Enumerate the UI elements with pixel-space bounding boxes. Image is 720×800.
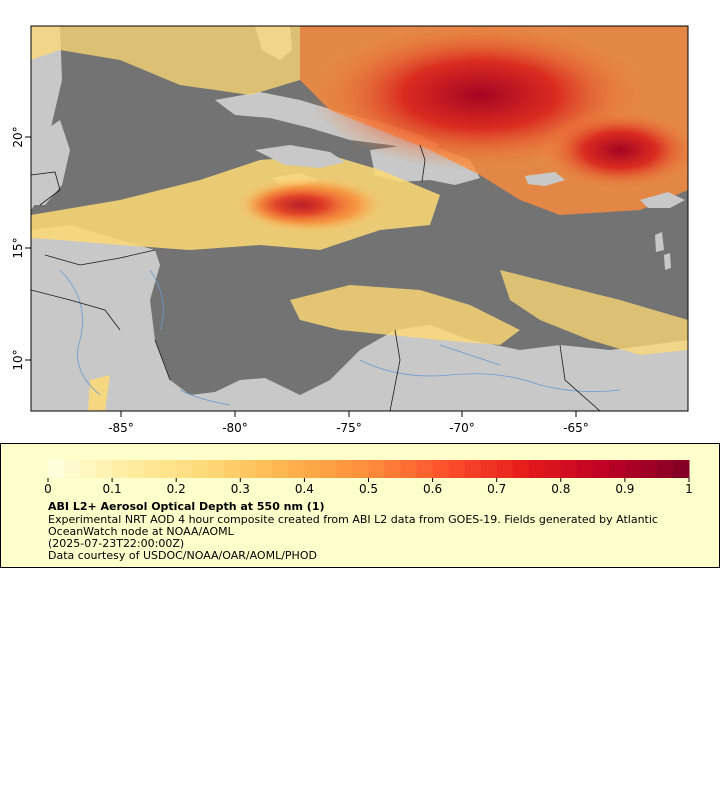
colorbar-cell <box>240 460 257 478</box>
colorbar-cell <box>288 460 305 478</box>
colorbar-tick-label: 0.8 <box>551 482 571 496</box>
colorbar-cell <box>544 460 562 478</box>
colorbar-cell <box>192 460 209 478</box>
colorbar-cell <box>384 460 402 478</box>
land-central-america <box>31 26 688 411</box>
colorbar-tick-label: 0.2 <box>166 482 186 496</box>
colorbar-cell <box>272 460 289 478</box>
colorbar-cell <box>432 460 450 478</box>
colorbar-cell <box>576 460 594 478</box>
colorbar-cell <box>400 460 418 478</box>
y-tick-label: 20° <box>11 126 25 147</box>
colorbar-cell <box>48 460 65 478</box>
country-borders <box>31 144 601 411</box>
colorbar-tick-label: 1 <box>685 482 693 496</box>
colorbar-cell <box>672 460 690 478</box>
legend-panel: 0 0.1 0.2 0.3 0.4 0.5 0.6 0.7 0.8 0.9 1 ABI L2+ Ae… <box>0 443 720 568</box>
colorbar-cell <box>560 460 578 478</box>
colorbar-tick-label: 0.6 <box>423 482 443 496</box>
colorbar-cell <box>592 460 610 478</box>
colorbar-cell <box>320 460 337 478</box>
aod-overlay <box>31 26 688 411</box>
colorbar-cell <box>112 460 129 478</box>
x-tick-label: -85° <box>108 421 134 435</box>
colorbar-cell <box>448 460 466 478</box>
colorbar-cell <box>336 460 353 478</box>
colorbar-cell <box>144 460 161 478</box>
x-axis <box>120 411 577 417</box>
colorbar <box>47 460 690 482</box>
colorbar-tick-label: 0.9 <box>615 482 635 496</box>
colorbar-cell <box>256 460 273 478</box>
colorbar-cell <box>480 460 498 478</box>
colorbar-tick-label: 0.5 <box>358 482 379 496</box>
rivers <box>59 269 621 406</box>
legend-description: Experimental NRT AOD 4 hour composite cr… <box>48 513 658 538</box>
colorbar-cell <box>176 460 193 478</box>
islands <box>255 145 685 388</box>
legend-timestamp: (2025-07-23T22:00:00Z) <box>48 537 185 550</box>
colorbar-tick-label: 0.3 <box>230 482 250 496</box>
colorbar-cell <box>304 460 321 478</box>
colorbar-cell <box>208 460 225 478</box>
colorbar-tick-label: 0.1 <box>102 482 122 496</box>
x-tick-label: -65° <box>563 421 589 435</box>
legend-title: ABI L2+ Aerosol Optical Depth at 550 nm … <box>48 500 325 513</box>
colorbar-tick-label: 0 <box>44 482 52 496</box>
x-tick-label: -70° <box>449 421 475 435</box>
plot-frame <box>30 25 689 412</box>
legend-credit: Data courtesy of USDOC/NOAA/OAR/AOML/PHO… <box>48 549 317 562</box>
colorbar-cell <box>528 460 546 478</box>
colorbar-cell <box>416 460 434 478</box>
y-tick-label: 10° <box>11 349 25 370</box>
colorbar-cell <box>224 460 241 478</box>
colorbar-cell <box>512 460 530 478</box>
x-tick-label: -75° <box>336 421 362 435</box>
colorbar-cell <box>608 460 626 478</box>
map-figure: -85° -80° -75° -70° -65° 10° 15° 20° <box>11 25 689 435</box>
y-axis <box>25 136 31 361</box>
colorbar-cell <box>368 460 386 478</box>
y-tick-label: 15° <box>11 237 25 258</box>
colorbar-cell <box>656 460 674 478</box>
colorbar-cell <box>160 460 177 478</box>
colorbar-cell <box>640 460 658 478</box>
colorbar-cell <box>128 460 145 478</box>
colorbar-cell <box>96 460 113 478</box>
colorbar-tick-label: 0.4 <box>294 482 314 496</box>
colorbar-cell <box>496 460 514 478</box>
colorbar-cell <box>624 460 642 478</box>
land-yucatan <box>31 120 70 205</box>
colorbar-tick-label: 0.7 <box>487 482 507 496</box>
colorbar-cell <box>80 460 97 478</box>
colorbar-cell <box>64 460 81 478</box>
colorbar-cell <box>464 460 482 478</box>
colorbar-cell <box>352 460 369 478</box>
x-tick-label: -80° <box>222 421 248 435</box>
